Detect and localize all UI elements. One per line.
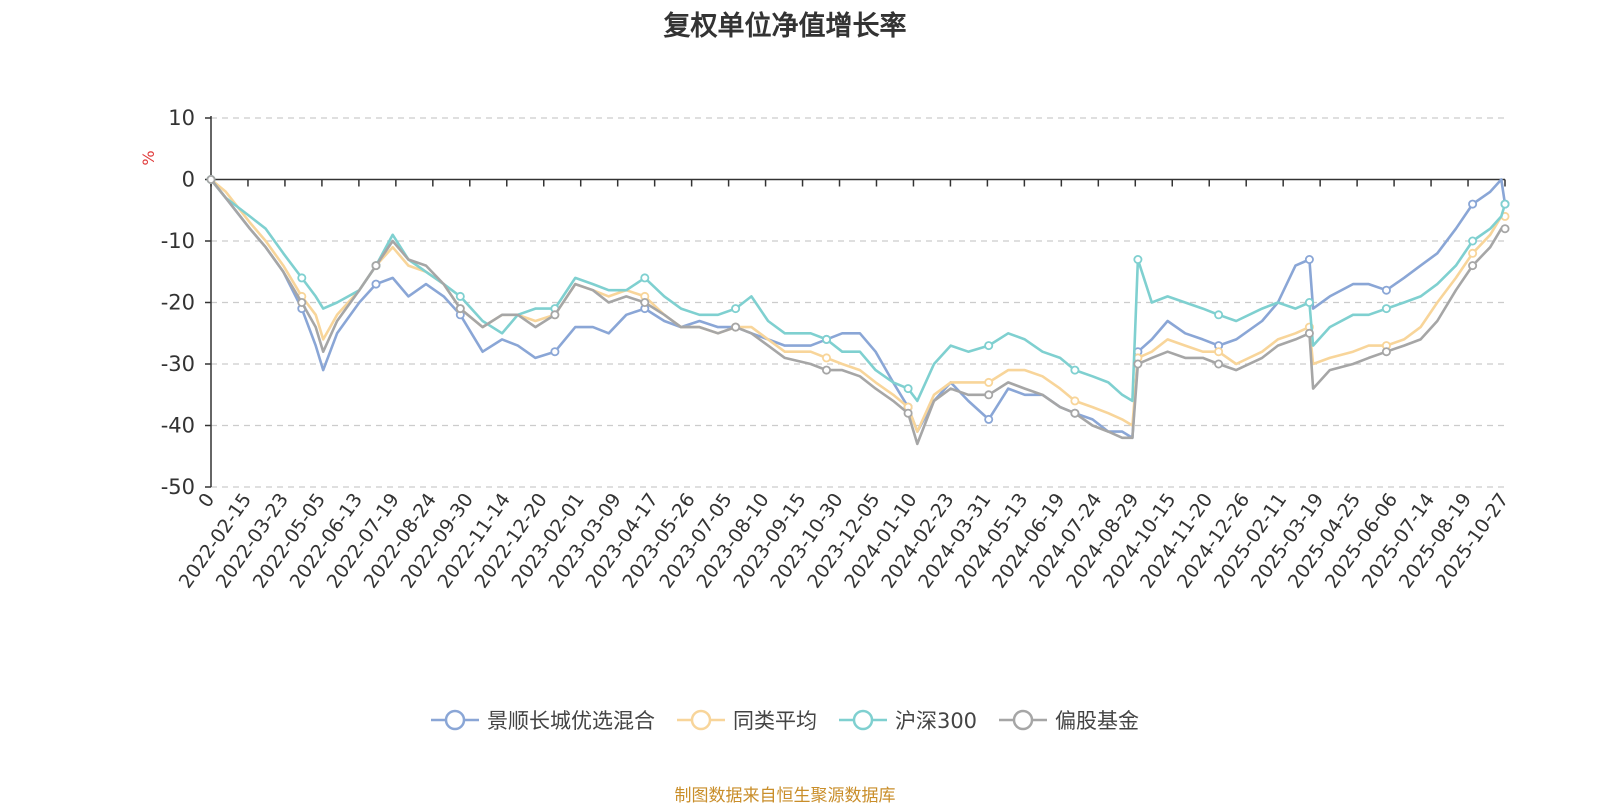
data-point: [822, 353, 832, 363]
data-point: [984, 377, 994, 387]
y-tick-label: -20: [161, 291, 195, 315]
data-point: [903, 408, 913, 418]
data-point: [822, 334, 832, 344]
grid-lines: [211, 117, 1505, 488]
legend-label: 偏股基金: [1055, 709, 1140, 733]
legend-label: 同类平均: [732, 709, 817, 733]
data-point: [455, 304, 465, 314]
y-axis-label: %: [139, 150, 158, 165]
data-point: [1381, 347, 1391, 357]
data-point: [1304, 254, 1314, 264]
data-point: [984, 341, 994, 351]
x-tick-label: 0: [194, 489, 219, 512]
data-point: [206, 174, 216, 184]
y-tick-label: -50: [161, 475, 195, 499]
source-note: 制图数据来自恒生聚源数据库: [674, 786, 896, 806]
data-point: [822, 365, 832, 375]
data-point: [1381, 285, 1391, 295]
data-point: [1468, 199, 1478, 209]
y-tick-label: -10: [161, 229, 195, 253]
line-chart: 100-10-20-30-40-50%02022-02-152022-03-23…: [139, 106, 1513, 592]
data-point: [550, 347, 560, 357]
legend: 景顺长城优选混合 同类平均 沪深300 偏股基金: [0, 705, 1570, 735]
data-point: [297, 273, 307, 283]
legend-marker-icon: [838, 709, 887, 731]
data-point: [984, 414, 994, 424]
data-point: [1381, 304, 1391, 314]
y-tick-label: 10: [168, 106, 195, 130]
legend-item[interactable]: 偏股基金: [999, 705, 1139, 735]
data-point: [903, 384, 913, 394]
data-point: [984, 390, 994, 400]
legend-marker-icon: [999, 709, 1048, 731]
data-point: [1133, 359, 1143, 369]
series-lines: [206, 174, 1510, 446]
data-point: [1468, 261, 1478, 271]
data-point: [640, 273, 650, 283]
data-point: [1070, 408, 1080, 418]
legend-item[interactable]: 沪深300: [838, 705, 978, 735]
legend-item[interactable]: 同类平均: [676, 705, 817, 735]
data-point: [731, 304, 741, 314]
data-point: [731, 322, 741, 332]
data-point: [640, 297, 650, 307]
legend-label: 景顺长城优选混合: [486, 709, 655, 733]
legend-label: 沪深300: [894, 709, 978, 733]
data-point: [1214, 310, 1224, 320]
data-point: [455, 291, 465, 301]
y-tick-label: -40: [161, 414, 195, 438]
y-tick-label: -30: [161, 352, 195, 376]
data-point: [1468, 236, 1478, 246]
data-point: [1500, 199, 1510, 209]
data-point: [297, 297, 307, 307]
y-tick-label: 0: [182, 168, 195, 192]
data-point: [1304, 297, 1314, 307]
legend-marker-icon: [430, 709, 479, 731]
data-point: [550, 310, 560, 320]
data-point: [1304, 328, 1314, 338]
legend-marker-icon: [676, 709, 725, 731]
data-point: [1133, 254, 1143, 264]
data-point: [371, 261, 381, 271]
chart-title: 复权单位净值增长率: [663, 11, 907, 42]
data-point: [1214, 359, 1224, 369]
data-point: [1468, 248, 1478, 258]
data-point: [1500, 224, 1510, 234]
data-point: [1070, 365, 1080, 375]
data-point: [371, 279, 381, 289]
data-point: [1214, 347, 1224, 357]
data-point: [1070, 396, 1080, 406]
legend-item[interactable]: 景顺长城优选混合: [430, 705, 655, 735]
